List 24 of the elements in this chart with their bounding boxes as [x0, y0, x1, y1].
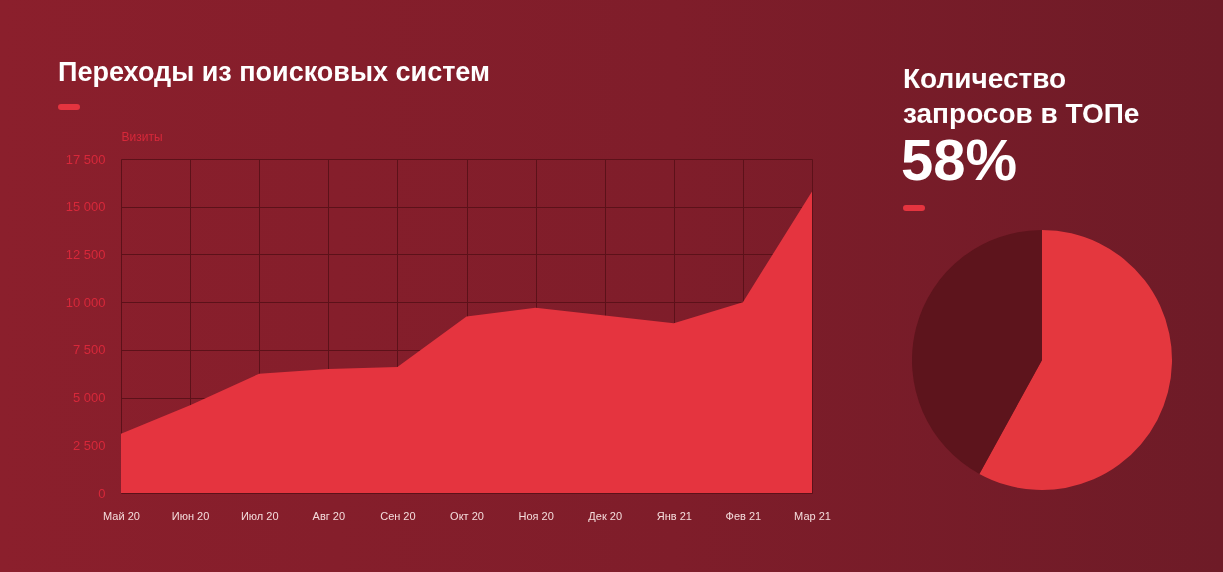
- x-tick-label: Июн 20: [171, 509, 210, 522]
- y-tick-label: 17 500: [65, 151, 106, 167]
- x-tick-label: Ноя 20: [518, 509, 554, 522]
- x-tick-label: Дек 20: [588, 509, 623, 522]
- y-tick-label: 2 500: [72, 437, 106, 453]
- x-tick-label: Май 20: [103, 509, 140, 522]
- pie-slice: [979, 230, 1172, 490]
- x-tick-label: Авг 20: [312, 509, 346, 522]
- y-tick-label: 12 500: [65, 246, 106, 262]
- pie-slice: [912, 230, 1042, 474]
- y-axis-title: Визиты: [121, 129, 163, 144]
- x-tick-label: Мар 21: [794, 509, 831, 522]
- x-tick-label: Окт 20: [450, 509, 484, 522]
- y-tick-label: 10 000: [65, 294, 106, 310]
- chart-title: Количество запросов в ТОПе: [903, 62, 1141, 131]
- y-tick-label: 5 000: [72, 390, 106, 406]
- x-tick-label: Сен 20: [380, 509, 416, 522]
- chart-title: Переходы из поисковых систем: [58, 56, 490, 89]
- x-tick-label: Янв 21: [656, 509, 692, 522]
- x-tick-label: Фев 21: [725, 509, 762, 522]
- y-tick-label: 7 500: [72, 342, 106, 358]
- y-tick-label: 15 000: [65, 199, 106, 215]
- y-tick-label: 0: [98, 485, 106, 501]
- x-tick-label: Июл 20: [240, 509, 279, 522]
